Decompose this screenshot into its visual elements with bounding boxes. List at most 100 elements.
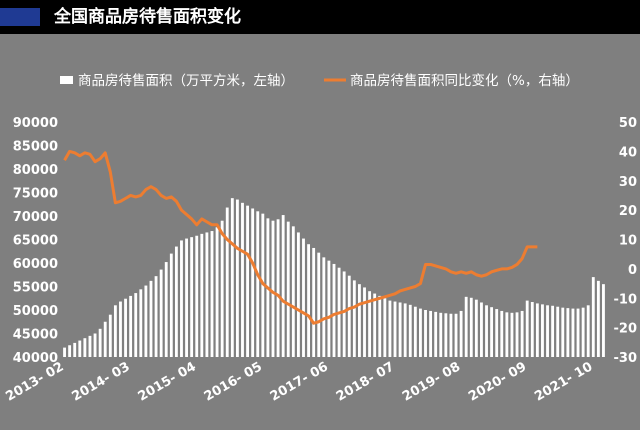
bar xyxy=(459,310,463,357)
bar xyxy=(444,313,448,357)
bar xyxy=(581,307,585,357)
bar xyxy=(195,235,199,357)
y-left-tick-label: 85000 xyxy=(13,140,58,155)
x-axis: 2013- 02 2014- 03 2015- 04 2016- 05 2017- 06… xyxy=(3,359,595,404)
bar xyxy=(327,260,331,357)
y-right-tick-label: 10 xyxy=(619,234,637,249)
legend: 商品房待售面积（万平方米，左轴） 商品房待售面积同比变化（%，右轴） xyxy=(60,73,579,89)
x-tick-label: 2016- 05 xyxy=(202,359,265,404)
legend-swatch-bars xyxy=(60,76,73,84)
y-left-tick-label: 65000 xyxy=(13,234,58,249)
bar xyxy=(144,285,148,357)
bar xyxy=(480,302,483,357)
title-bar: 全国商品房待售面积变化 xyxy=(0,0,640,34)
page-title: 全国商品房待售面积变化 xyxy=(54,7,241,27)
bar xyxy=(88,335,92,357)
x-tick-label: 2013- 02 xyxy=(3,359,66,404)
bar xyxy=(363,287,366,357)
bar xyxy=(449,313,453,357)
y-left-tick-label: 75000 xyxy=(13,187,58,202)
bar xyxy=(235,199,239,357)
bar xyxy=(164,262,168,357)
bar xyxy=(134,293,138,357)
bar xyxy=(312,247,316,357)
bar xyxy=(383,298,387,357)
bar xyxy=(281,215,285,357)
bar xyxy=(296,232,300,357)
y-left-tick-label: 70000 xyxy=(13,210,58,225)
bar xyxy=(68,345,72,357)
bar xyxy=(535,303,539,357)
y-right-tick-label: 50 xyxy=(619,116,637,131)
x-tick-label: 2015- 04 xyxy=(136,359,199,404)
right-axis: -30 -20 -10 0 10 20 30 40 50 xyxy=(614,116,638,366)
bar xyxy=(124,298,127,357)
bar xyxy=(551,305,555,357)
bar xyxy=(525,300,529,357)
bar xyxy=(169,253,173,357)
y-right-tick-label: 20 xyxy=(619,204,637,219)
bar xyxy=(403,303,407,357)
bar xyxy=(520,310,524,357)
bar xyxy=(510,312,514,357)
bar xyxy=(149,280,153,357)
bar xyxy=(190,237,194,357)
bar xyxy=(215,227,219,357)
bar xyxy=(251,208,255,357)
bar xyxy=(408,304,412,357)
left-axis: 40000 45000 50000 55000 60000 65000 70000 75000… xyxy=(13,116,58,366)
bar xyxy=(541,304,544,357)
y-right-tick-label: 40 xyxy=(619,145,637,160)
bar xyxy=(469,297,473,357)
bar xyxy=(241,202,244,357)
bar xyxy=(256,211,260,357)
bar xyxy=(434,311,438,357)
x-tick-label: 2020- 09 xyxy=(466,359,529,404)
y-left-tick-label: 40000 xyxy=(13,351,58,366)
bar xyxy=(464,296,468,357)
bar xyxy=(180,240,183,357)
bar xyxy=(225,207,229,357)
bar xyxy=(220,220,224,357)
bar xyxy=(556,306,560,357)
bar xyxy=(576,308,580,357)
y-right-tick-label: 30 xyxy=(619,175,637,190)
bar xyxy=(129,295,133,357)
bar xyxy=(490,307,494,357)
bar xyxy=(119,301,122,357)
bar xyxy=(347,275,351,357)
x-tick-label: 2014- 03 xyxy=(69,359,132,404)
bar xyxy=(398,302,402,357)
y-left-tick-label: 90000 xyxy=(13,116,58,131)
bar xyxy=(505,312,509,357)
bar xyxy=(393,301,397,357)
line-series xyxy=(63,149,538,325)
y-right-tick-label: 0 xyxy=(628,263,637,278)
bar xyxy=(113,305,117,357)
bar xyxy=(546,305,549,357)
bar xyxy=(439,312,443,357)
bar xyxy=(286,221,290,357)
yoy-line xyxy=(63,149,538,325)
x-tick-label: 2018- 07 xyxy=(334,359,397,404)
bar xyxy=(78,340,82,357)
bar xyxy=(586,305,590,357)
bar xyxy=(276,219,280,357)
bar xyxy=(302,238,305,357)
bar xyxy=(210,231,214,357)
bar xyxy=(230,198,234,357)
bar xyxy=(154,276,158,357)
legend-label-line: 商品房待售面积同比变化（%，右轴） xyxy=(350,73,579,89)
bar xyxy=(185,238,188,357)
y-left-tick-label: 55000 xyxy=(13,281,58,296)
bar xyxy=(500,310,504,357)
bar xyxy=(530,302,534,357)
x-tick-label: 2017- 06 xyxy=(268,359,331,404)
bar xyxy=(139,289,143,357)
y-left-tick-label: 80000 xyxy=(13,163,58,178)
bar xyxy=(342,271,346,357)
bar xyxy=(596,280,600,357)
bar xyxy=(352,280,356,357)
